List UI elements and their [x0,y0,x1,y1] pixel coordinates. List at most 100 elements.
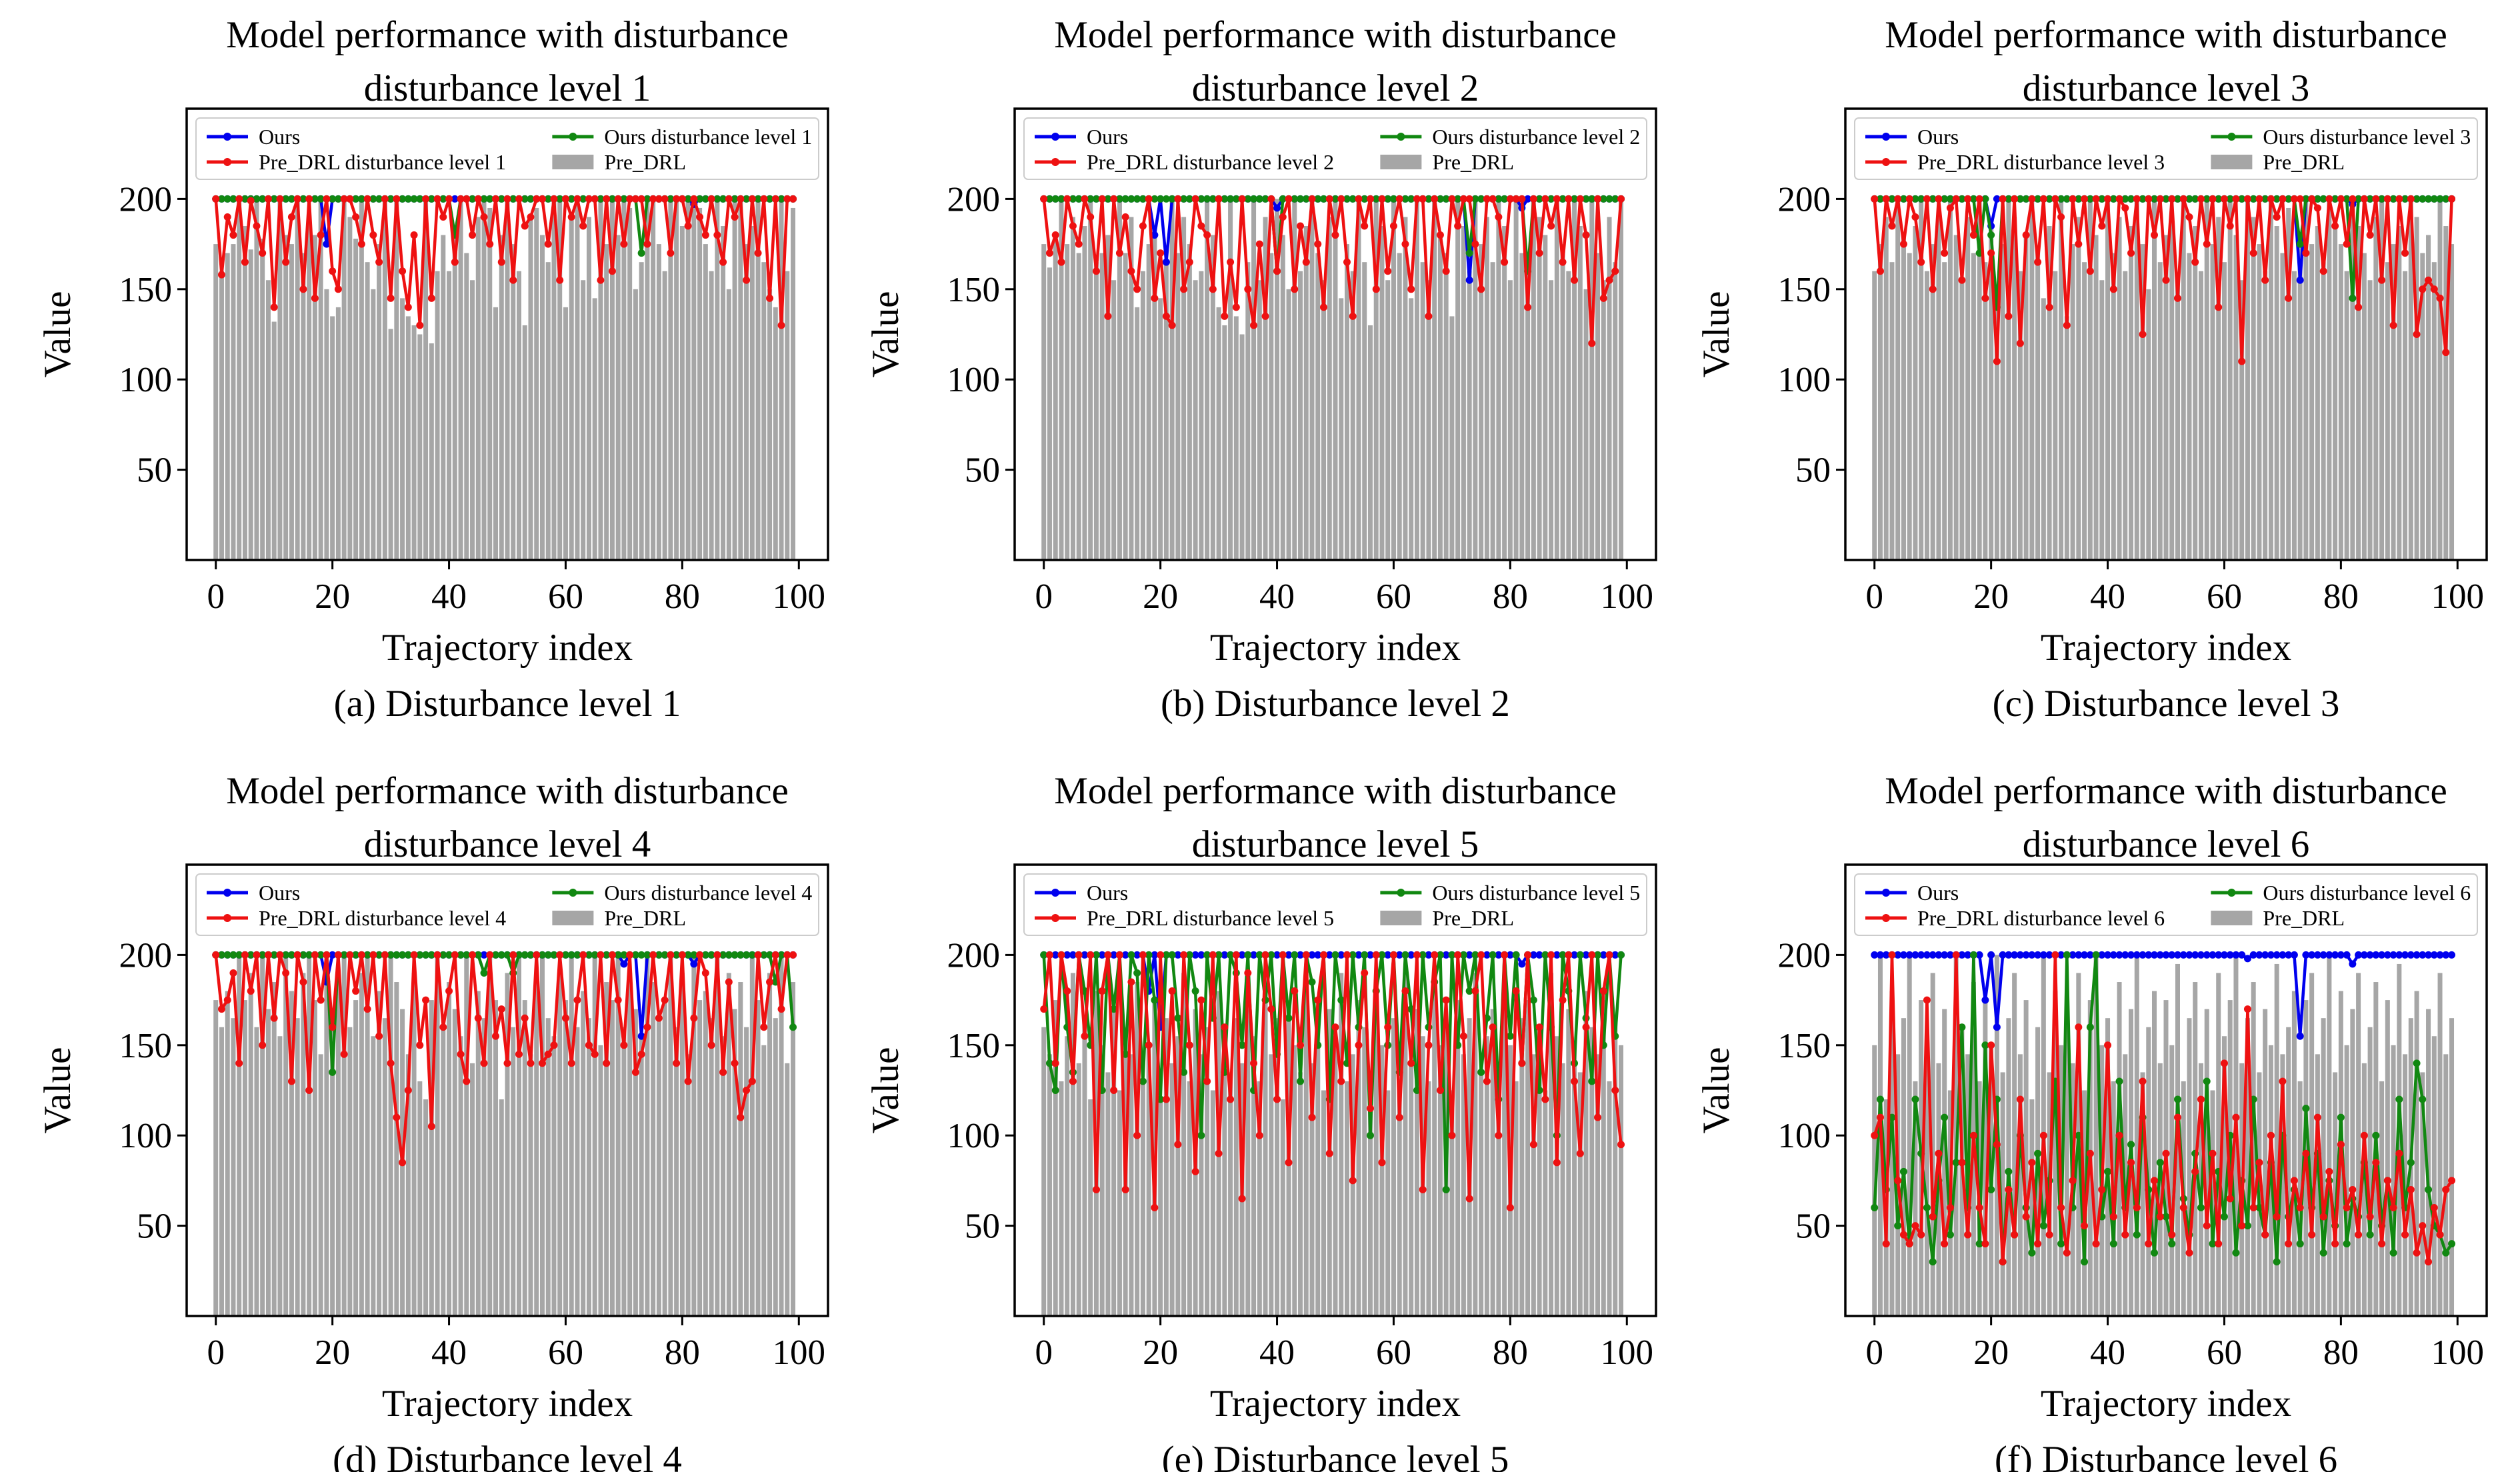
bar [2117,217,2122,561]
legend-swatch-marker [223,914,231,922]
bar [464,253,469,560]
data-point [1929,1258,1937,1266]
data-point [2069,951,2077,959]
bar [1403,217,1408,561]
data-point [1174,1014,1182,1022]
data-point [2448,951,2456,959]
bar [2221,262,2227,560]
x-tick-label: 80 [1493,1333,1528,1372]
bar [2093,235,2099,560]
data-point [1477,285,1485,293]
data-point [427,294,435,302]
data-point [1331,195,1339,203]
data-point [1127,951,1135,959]
data-point [480,213,488,221]
data-point [1337,951,1345,959]
data-point [2209,951,2217,959]
data-point [404,1087,412,1094]
data-point [643,195,651,203]
data-point [1162,1095,1170,1103]
data-point [334,195,342,203]
data-point [2448,1177,2456,1185]
x-tick-label: 80 [2323,577,2359,616]
data-point [637,249,645,257]
bar [703,244,708,560]
chart-subtitle: disturbance level 5 [1192,823,1479,865]
data-point [1355,195,1363,203]
bar [1222,325,1227,560]
data-point [713,231,721,239]
data-point [2413,951,2421,959]
data-point [410,195,418,203]
data-point [1297,1077,1305,1085]
bar [1356,199,1361,560]
data-point [2255,1159,2263,1167]
data-point [1221,951,1229,959]
bar [1251,1036,1257,1316]
legend-label: Ours [1087,881,1128,905]
data-point [777,195,785,203]
bar [1889,991,1895,1316]
data-point [1987,231,1995,239]
bar [1473,199,1478,560]
data-point [620,240,628,248]
bar [2017,271,2023,560]
chart-title: Model performance with disturbance [1054,770,1617,812]
data-point [1506,1032,1514,1040]
bar [2414,217,2419,561]
bar [662,1000,667,1316]
data-point [463,951,471,959]
data-point [1419,195,1427,203]
bar [1093,262,1099,560]
legend-item: Pre_DRL [2211,906,2345,930]
data-point [2226,951,2234,959]
bar [1175,1036,1181,1316]
bar [551,199,557,560]
data-point [2121,951,2129,959]
plot-frame [1013,107,1657,561]
bar [1367,1072,1373,1316]
data-point [637,1050,645,1058]
legend-swatch-marker [223,133,231,141]
legend-item: Ours [1035,881,1128,905]
bar [1397,253,1402,560]
data-point [1121,1185,1129,1193]
data-point [2238,1222,2246,1230]
legend-label: Pre_DRL disturbance level 1 [259,150,506,174]
bar [2076,217,2081,561]
data-point [1361,222,1369,230]
bar [2291,991,2297,1316]
data-point [1314,240,1322,248]
data-point [1565,951,1573,959]
legend-swatch-bar [552,911,594,925]
bar [1135,982,1140,1316]
bar [1595,253,1601,560]
bar [645,955,650,1316]
chart-subtitle: disturbance level 2 [1192,67,1479,109]
bar [697,207,703,560]
data-point [1981,195,1989,203]
legend-swatch-bar [1380,911,1422,925]
data-point [1297,222,1305,230]
bar [1942,262,1947,560]
data-point [684,222,692,230]
data-point [1098,987,1106,995]
legend-item: Ours [207,881,300,905]
legend-item: Ours disturbance level 5 [1380,881,1640,905]
bar [2338,244,2343,560]
data-point [2156,1159,2164,1167]
bar [2333,1072,2338,1316]
data-point [2331,222,2339,230]
data-point [690,1014,698,1022]
bar [749,955,755,1316]
x-tick-label: 0 [1035,1333,1053,1372]
data-point [1361,951,1369,959]
data-point [1291,951,1299,959]
data-point [1139,1077,1147,1085]
data-point [1448,195,1456,203]
data-point [637,951,645,959]
bar [1889,262,1895,560]
data-point [2395,951,2403,959]
data-point [2215,951,2223,959]
bar [295,199,300,560]
